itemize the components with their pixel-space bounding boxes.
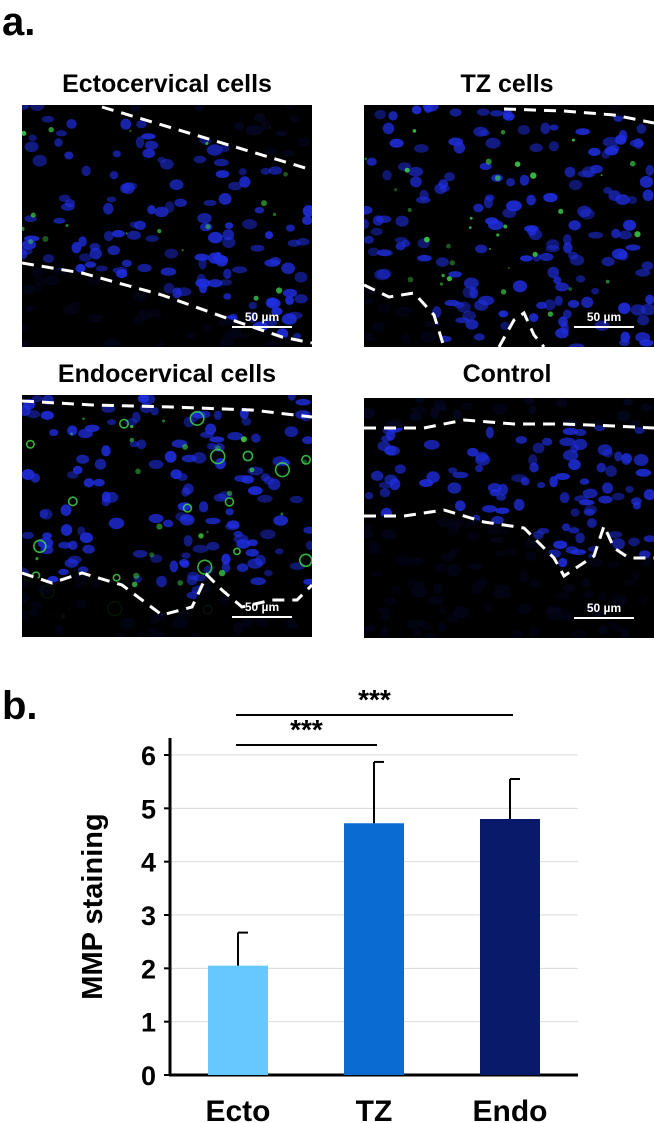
background-region xyxy=(364,510,654,638)
micrograph-tz-image: 50 µm xyxy=(364,105,654,347)
bar-endo xyxy=(480,819,540,1075)
x-category-label: Ecto xyxy=(205,1095,270,1123)
scale-bar-label: 50 µm xyxy=(587,310,621,324)
y-tick-label: 4 xyxy=(141,848,156,878)
background-region xyxy=(504,105,654,123)
y-tick-label: 6 xyxy=(141,741,156,771)
scale-bar-label: 50 µm xyxy=(245,310,279,324)
y-tick-label: 5 xyxy=(141,794,156,824)
micrograph-title-tz: TZ cells xyxy=(460,70,554,98)
panel-b-label: b. xyxy=(2,684,38,728)
micrograph-endo: 50 µm xyxy=(22,395,312,637)
scale-bar-label: 50 µm xyxy=(587,601,621,615)
micrograph-ecto: 50 µm xyxy=(22,105,312,347)
green-stain xyxy=(364,129,641,317)
tissue-border-line xyxy=(364,418,654,430)
micrograph-title-ecto: Ectocervical cells xyxy=(62,70,272,98)
micrograph-title-control: Control xyxy=(462,360,552,388)
y-tick-label: 2 xyxy=(141,954,156,984)
tissue-border-line xyxy=(22,571,312,617)
y-tick-label: 0 xyxy=(141,1061,156,1091)
y-tick-label: 1 xyxy=(141,1008,156,1038)
significance-stars: *** xyxy=(358,684,391,715)
background-region xyxy=(22,573,312,637)
y-axis-label: MMP staining xyxy=(77,813,109,999)
micrograph-title-endo: Endocervical cells xyxy=(57,360,277,388)
micrograph-endo-image: 50 µm xyxy=(22,395,312,637)
micrograph-control-image: 50 µm xyxy=(364,398,654,638)
tissue-border-line xyxy=(101,105,312,172)
tissue-border-line xyxy=(497,310,546,347)
x-category-label: Endo xyxy=(473,1095,548,1123)
micrograph-control: 50 µm xyxy=(364,398,654,638)
bar-chart: 0 1 2 3 4 5 6 MMP staining Ecto TZ Endo *** *** xyxy=(77,684,578,1123)
bar-ecto xyxy=(208,965,268,1075)
y-tick-label: 3 xyxy=(141,901,156,931)
micrograph-ecto-image: 50 µm xyxy=(22,105,312,347)
tissue-border-line xyxy=(364,508,654,579)
tissue-border-line xyxy=(22,399,312,419)
tissue-border-line xyxy=(503,107,654,125)
background-region xyxy=(364,398,654,428)
significance-stars: *** xyxy=(290,714,323,745)
bar-tz xyxy=(344,823,404,1075)
panel-a-label: a. xyxy=(2,0,36,44)
micrograph-tz: 50 µm xyxy=(364,105,654,347)
background-region xyxy=(364,285,444,347)
scale-bar-label: 50 µm xyxy=(245,600,279,614)
tissue-border-line xyxy=(22,261,312,345)
x-category-label: TZ xyxy=(356,1095,393,1123)
